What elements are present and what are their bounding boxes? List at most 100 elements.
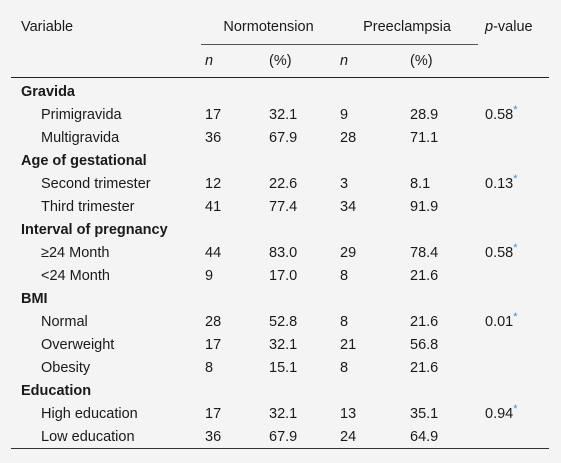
normotension-n: 8 xyxy=(205,359,214,376)
pvalue-cell: 0.13* xyxy=(478,172,549,195)
pvalue-rest: -value xyxy=(493,19,533,36)
pct-header-normotension: (%) xyxy=(257,44,337,78)
pvalue-cell: 0.58* xyxy=(478,241,549,264)
table-row: <24 Month 9 17.0 8 21.6 xyxy=(11,264,549,287)
table-row: Obesity 8 15.1 8 21.6 xyxy=(11,356,549,379)
pvalue-cell xyxy=(478,425,550,449)
row-label: <24 Month xyxy=(41,267,110,284)
pvalue-text: 0.58 xyxy=(485,106,514,123)
table-row: Second trimester 12 22.6 3 8.1 0.13* xyxy=(11,172,549,195)
table-row: Multigravida 36 67.9 28 71.1 xyxy=(11,126,549,149)
normotension-pct: 52.8 xyxy=(269,313,298,330)
pvalue-header: p-value xyxy=(478,10,549,45)
row-label: High education xyxy=(41,405,138,422)
preeclampsia-header: Preeclampsia xyxy=(336,10,479,45)
section-title: Age of gestational xyxy=(21,152,147,169)
preeclampsia-n: 28 xyxy=(340,129,357,146)
header-row-1: Variable Normotension Preeclampsia p-val… xyxy=(11,10,549,45)
pvalue-cell xyxy=(478,264,549,287)
normotension-pct: 32.1 xyxy=(269,106,298,123)
normotension-pct: 22.6 xyxy=(269,175,298,192)
normotension-n: 44 xyxy=(205,244,222,261)
preeclampsia-pct: 64.9 xyxy=(398,425,479,449)
preeclampsia-pct: 35.1 xyxy=(410,405,439,422)
normotension-pct: 15.1 xyxy=(269,359,298,376)
footnote-marker[interactable]: * xyxy=(513,103,518,116)
table-row: ≥24 Month 44 83.0 29 78.4 0.58* xyxy=(11,241,549,264)
pvalue-text: 0.58 xyxy=(485,244,514,261)
preeclampsia-pct: 28.9 xyxy=(410,106,439,123)
normotension-pct: 67.9 xyxy=(257,425,337,449)
preeclampsia-pct: 8.1 xyxy=(410,175,431,192)
variable-header: Variable xyxy=(21,19,74,36)
normotension-n: 9 xyxy=(205,267,214,284)
normotension-n: 17 xyxy=(205,106,222,123)
normotension-n: 36 xyxy=(201,425,257,449)
pvalue-cell: 0.01* xyxy=(478,310,549,333)
row-label: Obesity xyxy=(41,359,91,376)
data-table: Variable Normotension Preeclampsia p-val… xyxy=(11,10,550,449)
row-label: Primigravida xyxy=(41,106,122,123)
footnote-marker[interactable]: * xyxy=(513,241,518,254)
pvalue-cell: 0.58* xyxy=(478,103,549,126)
preeclampsia-pct: 71.1 xyxy=(410,129,439,146)
table-row: High education 17 32.1 13 35.1 0.94* xyxy=(11,402,549,425)
preeclampsia-pct: 78.4 xyxy=(410,244,439,261)
preeclampsia-n: 24 xyxy=(336,425,399,449)
section-title: Education xyxy=(21,382,92,399)
footnote-marker[interactable]: * xyxy=(513,310,518,323)
row-label: Third trimester xyxy=(41,198,135,215)
row-label: Multigravida xyxy=(41,129,120,146)
pvalue-cell xyxy=(478,195,549,218)
normotension-n: 12 xyxy=(205,175,222,192)
normotension-pct: 77.4 xyxy=(269,198,298,215)
section-row: Interval of pregnancy xyxy=(11,218,549,241)
preeclampsia-n: 13 xyxy=(340,405,357,422)
preeclampsia-n: 8 xyxy=(340,359,349,376)
header-row-2: n (%) n (%) xyxy=(11,44,550,78)
footnote-marker[interactable]: * xyxy=(513,172,518,185)
footnote-marker[interactable]: * xyxy=(513,402,518,415)
table-row: Third trimester 41 77.4 34 91.9 xyxy=(11,195,549,218)
section-title: Gravida xyxy=(21,83,75,100)
n-header-normotension: n xyxy=(201,44,257,78)
table-row: Low education 36 67.9 24 64.9 xyxy=(11,425,550,449)
normotension-n: 17 xyxy=(205,336,222,353)
pvalue-cell: 0.94* xyxy=(478,402,549,425)
row-label: ≥24 Month xyxy=(41,244,110,261)
row-label: Second trimester xyxy=(41,175,151,192)
normotension-pct: 17.0 xyxy=(269,267,298,284)
normotension-pct: 83.0 xyxy=(269,244,298,261)
section-title: Interval of pregnancy xyxy=(21,221,168,238)
preeclampsia-n: 21 xyxy=(340,336,357,353)
preeclampsia-n: 34 xyxy=(340,198,357,215)
normotension-n: 36 xyxy=(205,129,222,146)
pvalue-text: 0.13 xyxy=(485,175,514,192)
row-label: Overweight xyxy=(41,336,115,353)
n-header-preeclampsia: n xyxy=(336,44,399,78)
normotension-n: 41 xyxy=(205,198,222,215)
section-title: BMI xyxy=(21,290,48,307)
preeclampsia-pct: 21.6 xyxy=(410,359,439,376)
pct-header-preeclampsia: (%) xyxy=(398,44,479,78)
normotension-pct: 32.1 xyxy=(269,336,298,353)
normotension-pct: 67.9 xyxy=(269,129,298,146)
preeclampsia-pct: 21.6 xyxy=(410,267,439,284)
section-row: Age of gestational xyxy=(11,149,549,172)
preeclampsia-n: 9 xyxy=(340,106,349,123)
preeclampsia-pct: 56.8 xyxy=(410,336,439,353)
row-label: Low education xyxy=(11,425,201,449)
pvalue-italic: p xyxy=(485,19,494,36)
section-row: BMI xyxy=(11,287,549,310)
preeclampsia-pct: 91.9 xyxy=(410,198,439,215)
normotension-n: 17 xyxy=(205,405,222,422)
normotension-pct: 32.1 xyxy=(269,405,298,422)
pvalue-text: 0.94 xyxy=(485,405,514,422)
table-row: Overweight 17 32.1 21 56.8 xyxy=(11,333,549,356)
pvalue-cell xyxy=(478,126,549,149)
section-row: Education xyxy=(11,379,549,402)
preeclampsia-n: 8 xyxy=(340,313,349,330)
table-row: Normal 28 52.8 8 21.6 0.01* xyxy=(11,310,549,333)
table-body: Gravida Primigravida 17 32.1 9 28.9 0.58* Multi… xyxy=(11,78,550,449)
